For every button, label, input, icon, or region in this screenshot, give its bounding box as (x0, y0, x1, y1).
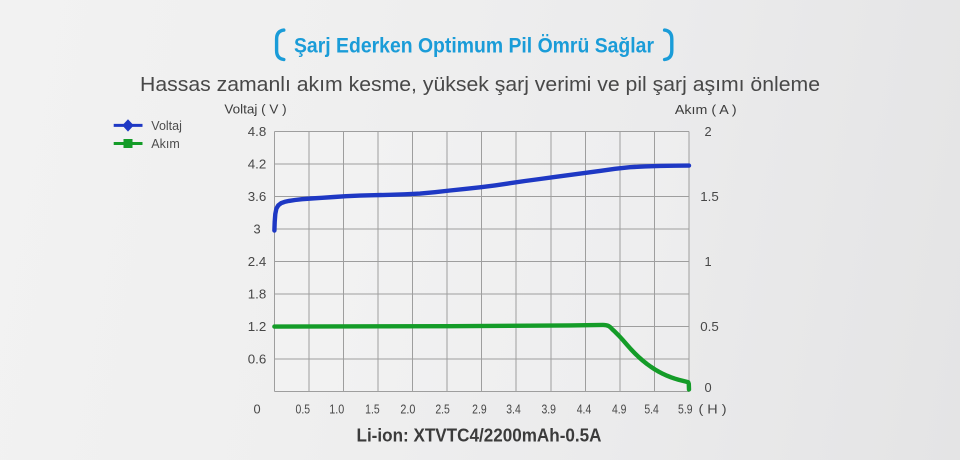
svg-text:1.8: 1.8 (248, 286, 267, 301)
svg-text:Hassas zamanlı akım kesme, yük: Hassas zamanlı akım kesme, yüksek şarj v… (140, 74, 820, 96)
svg-text:3: 3 (253, 221, 260, 236)
svg-text:1.2: 1.2 (248, 319, 267, 334)
svg-text:0.5: 0.5 (296, 401, 311, 416)
svg-text:4.8: 4.8 (248, 124, 267, 139)
svg-text:3.6: 3.6 (248, 189, 267, 204)
svg-text:3.9: 3.9 (541, 401, 556, 416)
svg-text:3.4: 3.4 (506, 401, 521, 416)
svg-text:2.0: 2.0 (400, 401, 415, 416)
svg-text:Voltaj ( V ): Voltaj ( V ) (224, 102, 286, 117)
svg-text:1.0: 1.0 (329, 401, 344, 416)
svg-text:2.9: 2.9 (472, 401, 487, 416)
svg-text:0.5: 0.5 (700, 319, 719, 334)
svg-text:5.9: 5.9 (678, 401, 693, 416)
svg-text:2: 2 (704, 124, 711, 139)
svg-text:2.5: 2.5 (435, 401, 450, 416)
svg-text:Akım ( A ): Akım ( A ) (675, 102, 737, 117)
svg-text:5.4: 5.4 (644, 401, 659, 416)
svg-text:4.4: 4.4 (577, 401, 592, 416)
svg-text:Li-ion: XTVTC4/2200mAh-0.5A: Li-ion: XTVTC4/2200mAh-0.5A (357, 425, 602, 445)
svg-text:0.6: 0.6 (248, 352, 267, 367)
svg-text:Voltaj: Voltaj (151, 119, 182, 133)
svg-text:Şarj Ederken Optimum Pil Ömrü: Şarj Ederken Optimum Pil Ömrü Sağlar (294, 35, 654, 58)
svg-text:1.5: 1.5 (700, 189, 719, 204)
svg-text:1.5: 1.5 (365, 401, 380, 416)
svg-text:( H ): ( H ) (699, 401, 727, 416)
svg-text:2.4: 2.4 (248, 254, 267, 269)
svg-text:4.2: 4.2 (248, 156, 267, 171)
svg-text:0: 0 (253, 401, 260, 416)
svg-text:Akım: Akım (151, 137, 179, 151)
svg-text:4.9: 4.9 (612, 401, 627, 416)
svg-text:1: 1 (704, 254, 711, 269)
svg-text:0: 0 (704, 380, 711, 395)
